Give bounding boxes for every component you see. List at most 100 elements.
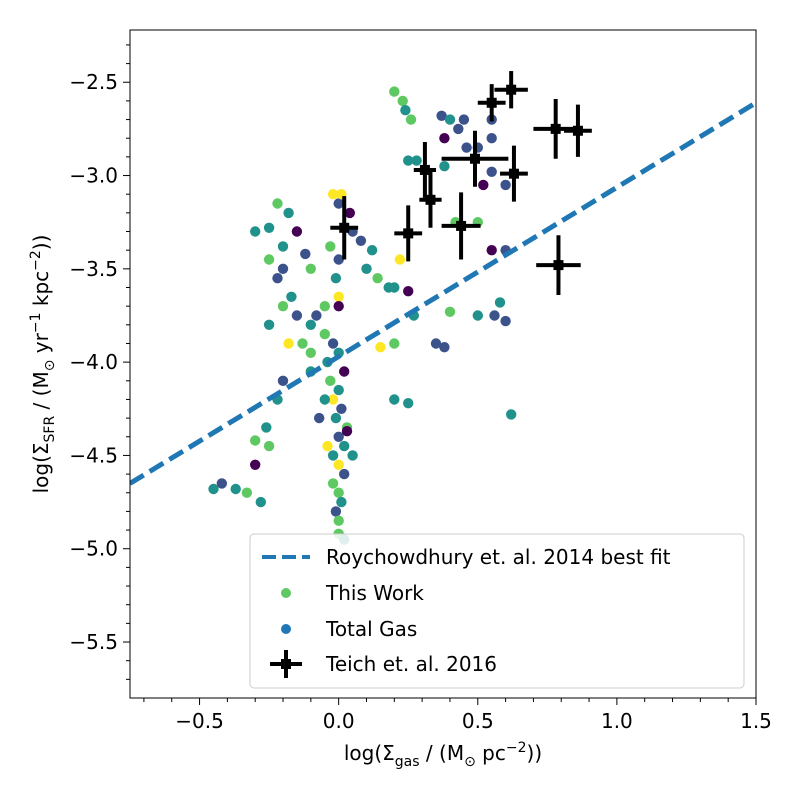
data-point	[403, 155, 414, 166]
plot-frame	[129, 29, 757, 699]
data-point	[389, 394, 400, 405]
data-point	[453, 123, 464, 135]
data-point	[277, 263, 289, 274]
x-tick-label: 0.5	[462, 709, 494, 733]
x-tick-label: −0.5	[175, 709, 224, 733]
data-point	[339, 468, 350, 480]
errorbar-point	[536, 235, 581, 295]
legend-label-this-work: This Work	[325, 581, 424, 605]
data-point	[263, 222, 275, 233]
data-point	[341, 426, 353, 437]
x-tick-label: 0.0	[323, 709, 355, 733]
data-point	[339, 366, 350, 377]
y-tick-label: −4.5	[69, 443, 118, 467]
data-point	[478, 179, 489, 191]
data-point	[319, 328, 330, 340]
data-point	[436, 110, 447, 122]
data-point	[444, 114, 456, 125]
axis-ticks: −0.5 0.0 0.5 1.0 1.5 −5.5 −5.0 −4.5 −4.0 −3.5 −3.0…	[69, 44, 772, 733]
data-point	[272, 273, 283, 284]
data-point	[297, 338, 308, 349]
data-point	[305, 347, 316, 358]
legend-marker-total-gas-icon	[281, 624, 291, 634]
data-point	[333, 198, 344, 209]
data-point	[372, 273, 383, 284]
y-tick-label: −3.0	[69, 164, 118, 188]
data-point	[272, 198, 283, 209]
data-point	[489, 310, 500, 321]
y-tick-label: −3.5	[69, 257, 118, 281]
data-point	[430, 338, 442, 349]
data-point	[216, 478, 227, 489]
data-point	[263, 440, 275, 452]
data-point	[319, 301, 330, 312]
data-point	[494, 297, 506, 308]
data-point	[333, 515, 344, 526]
data-point	[330, 506, 342, 517]
errorbar-point	[441, 130, 509, 187]
y-tick-label: −2.5	[69, 70, 118, 94]
data-point	[208, 483, 219, 495]
errorbar-point	[441, 192, 481, 260]
data-point	[333, 384, 344, 396]
data-point	[344, 207, 355, 219]
data-point	[286, 291, 297, 302]
legend-label-total-gas: Total Gas	[325, 617, 417, 641]
errorbar-point	[494, 71, 528, 109]
data-point	[311, 310, 322, 321]
data-point	[319, 394, 330, 405]
errorbar-point	[394, 205, 423, 262]
data-point	[255, 496, 266, 508]
data-point	[458, 114, 470, 125]
data-point	[250, 435, 261, 446]
best-fit-line	[130, 100, 756, 486]
data-point	[263, 254, 275, 265]
data-point	[389, 338, 400, 349]
data-point	[397, 95, 408, 107]
data-point	[230, 483, 241, 495]
data-point	[333, 431, 344, 442]
data-point	[277, 375, 289, 386]
legend-label-roychowdhury: Roychowdhury et. al. 2014 best fit	[326, 545, 671, 569]
data-point	[300, 248, 311, 260]
data-point	[411, 155, 422, 166]
data-point	[333, 487, 344, 498]
errorbar-point	[564, 104, 592, 157]
plot-area	[130, 71, 756, 545]
data-point	[375, 342, 386, 353]
data-point	[366, 245, 378, 256]
data-point	[277, 241, 289, 252]
data-point	[439, 133, 450, 144]
legend-label-teich: Teich et. al. 2016	[325, 652, 497, 676]
data-point	[305, 263, 316, 274]
data-point	[333, 291, 344, 302]
y-tick-label: −5.5	[69, 630, 118, 654]
errorbar-point	[419, 171, 442, 228]
data-point	[291, 310, 303, 321]
data-point	[277, 301, 289, 312]
data-point	[250, 226, 261, 237]
data-point	[241, 487, 253, 498]
data-point	[250, 459, 261, 470]
data-point	[383, 282, 394, 293]
data-point	[327, 338, 339, 349]
data-point	[325, 375, 336, 386]
data-point	[486, 133, 497, 144]
data-point	[283, 207, 294, 219]
data-point	[439, 342, 450, 353]
data-point	[261, 422, 272, 433]
data-point	[263, 319, 275, 330]
x-axis-label: log(Σgas / (M⊙ pc−2))	[344, 740, 542, 770]
data-point	[400, 105, 411, 116]
data-point	[291, 226, 303, 237]
legend-marker-this-work-icon	[281, 588, 291, 598]
legend: Roychowdhury et. al. 2014 best fit This …	[249, 533, 745, 689]
data-point	[486, 166, 497, 177]
data-point	[336, 496, 347, 508]
data-point	[472, 310, 483, 321]
plot-marks	[130, 71, 756, 545]
errorbar-point	[413, 141, 437, 198]
y-axis-label: log(ΣSFR / (M⊙ yr−1 kpc−2))	[28, 235, 58, 494]
data-point	[500, 179, 511, 191]
data-point	[439, 161, 450, 172]
